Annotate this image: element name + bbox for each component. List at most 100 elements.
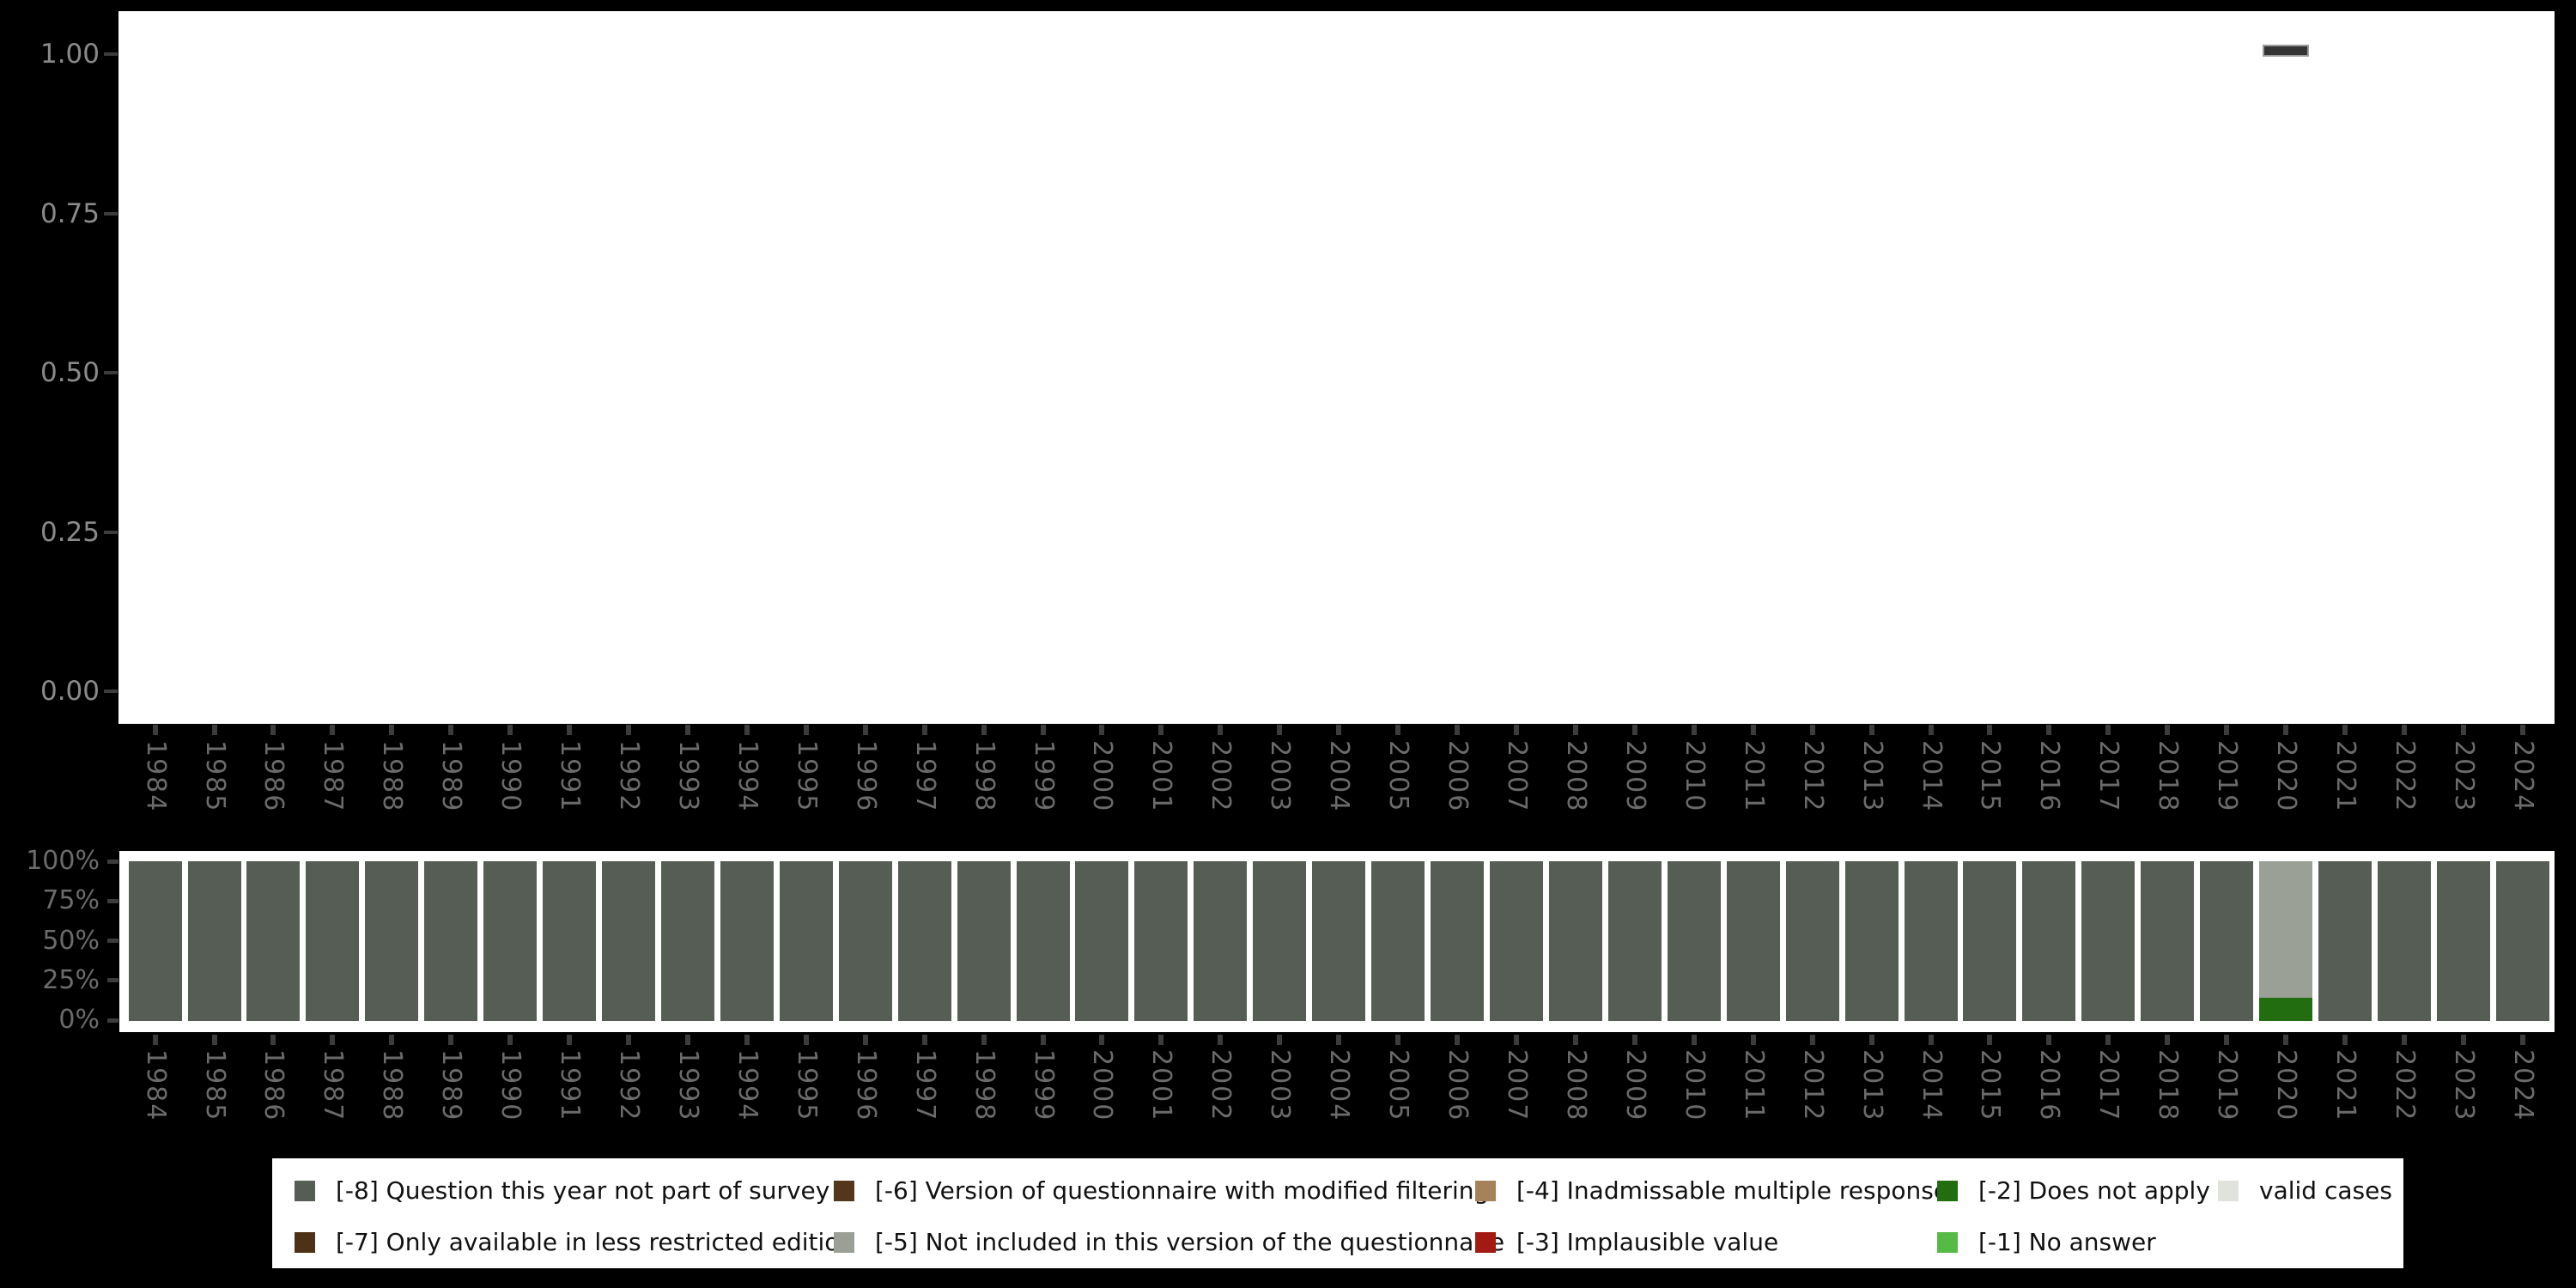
year-bar	[2141, 861, 2195, 1021]
year-bar	[1963, 861, 2017, 1021]
x-axis-tick	[567, 1035, 573, 1045]
bar-segment	[2141, 861, 2195, 1021]
x-axis-year-label: 1992	[614, 740, 645, 813]
x-axis-tick	[1158, 1035, 1164, 1045]
y-axis-tick	[104, 530, 118, 534]
year-bar	[1371, 861, 1425, 1021]
x-axis-tick	[626, 725, 632, 735]
x-axis-tick	[2165, 725, 2171, 735]
bar-segment	[1016, 861, 1070, 1021]
bar-segment	[2200, 861, 2254, 1021]
year-bar	[2318, 861, 2372, 1021]
x-axis-tick	[2460, 725, 2466, 735]
legend-swatch	[1475, 1181, 1496, 1201]
x-axis-tick	[2165, 1035, 2171, 1045]
legend-swatch	[834, 1232, 854, 1253]
y-axis-label: 100%	[26, 846, 100, 876]
year-bar	[1667, 861, 1721, 1021]
x-axis-tick	[1336, 725, 1342, 735]
bar-segment	[543, 861, 597, 1021]
x-axis-tick	[2105, 1035, 2111, 1045]
x-axis-tick	[507, 725, 513, 735]
bar-segment	[1489, 861, 1543, 1021]
x-axis-year-label: 2022	[2389, 1049, 2420, 1122]
x-axis-year-label: 2002	[1206, 740, 1236, 813]
x-axis-tick	[1455, 1035, 1461, 1045]
x-axis-year-label: 1990	[495, 740, 526, 813]
x-axis-tick	[330, 1035, 336, 1045]
x-axis-year-label: 1994	[732, 740, 762, 813]
x-axis-tick	[211, 1035, 217, 1045]
x-axis-tick	[2342, 725, 2348, 735]
x-axis-year-label: 2015	[1975, 740, 2006, 813]
year-bar	[306, 861, 360, 1021]
x-axis-tick	[1395, 1035, 1401, 1045]
bar-segment	[1726, 861, 1780, 1021]
bar-segment	[2081, 861, 2136, 1021]
x-axis-year-label: 2005	[1383, 740, 1414, 813]
year-bar	[1312, 861, 1366, 1021]
y-axis-tick	[107, 859, 118, 864]
bar-segment	[2259, 861, 2313, 999]
x-axis-year-label: 2014	[1916, 1049, 1947, 1122]
x-axis-year-label: 2020	[2271, 1049, 2302, 1122]
year-bar	[1431, 861, 1485, 1021]
x-axis-year-label: 2008	[1560, 740, 1591, 813]
x-axis-tick	[567, 725, 573, 735]
x-axis-tick	[1395, 725, 1401, 735]
x-axis-tick	[1040, 1035, 1046, 1045]
x-axis-year-label: 1985	[199, 740, 230, 813]
x-axis-year-label: 2003	[1265, 1049, 1296, 1122]
x-axis-tick	[981, 1035, 987, 1045]
x-axis-year-label: 2008	[1560, 1049, 1591, 1122]
year-bar	[1785, 861, 1839, 1021]
x-axis-year-label: 2016	[2034, 740, 2065, 813]
y-axis-tick	[107, 978, 118, 983]
x-axis-year-label: 1997	[909, 740, 940, 813]
x-axis-tick	[152, 725, 158, 735]
x-axis-year-label: 2015	[1975, 1049, 2006, 1122]
bar-segment	[1134, 861, 1188, 1021]
x-axis-year-label: 1989	[436, 1049, 467, 1122]
x-axis-year-label: 2024	[2507, 740, 2538, 813]
x-axis-year-label: 2013	[1856, 1049, 1887, 1122]
bar-segment	[1431, 861, 1485, 1021]
bar-segment	[720, 861, 774, 1021]
x-axis-year-label: 2011	[1738, 740, 1769, 813]
bar-segment	[2259, 998, 2313, 1021]
x-axis-year-label: 1988	[377, 740, 408, 813]
bar-segment	[2377, 861, 2431, 1021]
x-axis-tick	[2519, 1035, 2525, 1045]
x-axis-tick	[1099, 725, 1105, 735]
bar-segment	[1548, 861, 1602, 1021]
x-axis-tick	[684, 1035, 690, 1045]
bar-segment	[128, 861, 182, 1021]
x-axis-year-label: 1999	[1028, 1049, 1059, 1122]
bar-segment	[779, 861, 833, 1021]
x-axis-year-label: 1996	[850, 1049, 881, 1122]
x-axis-year-label: 2011	[1738, 1049, 1769, 1122]
bar-segment	[483, 861, 538, 1021]
bar-segment	[1904, 861, 1958, 1021]
y-axis-label: 0.75	[39, 197, 100, 229]
x-axis-year-label: 1987	[318, 740, 349, 813]
x-axis-year-label: 1995	[791, 1049, 822, 1122]
y-axis-tick	[107, 898, 118, 903]
bar-segment	[1963, 861, 2017, 1021]
x-axis-year-label: 2005	[1383, 1049, 1414, 1122]
y-axis-tick	[104, 211, 118, 216]
x-axis-tick	[1099, 1035, 1105, 1045]
year-bar	[543, 861, 597, 1021]
x-axis-year-label: 2021	[2330, 740, 2360, 813]
x-axis-year-label: 2021	[2330, 1049, 2360, 1122]
bar-segment	[1312, 861, 1366, 1021]
legend-swatch	[1475, 1232, 1496, 1253]
time-series-panel	[118, 11, 2555, 724]
x-axis-tick	[1572, 1035, 1578, 1045]
x-axis-tick	[626, 1035, 632, 1045]
x-axis-tick	[448, 725, 454, 735]
x-axis-year-label: 2004	[1324, 1049, 1355, 1122]
bar-segment	[1194, 861, 1248, 1021]
x-axis-year-label: 1994	[732, 1049, 762, 1122]
legend-swatch	[1937, 1181, 1958, 1201]
